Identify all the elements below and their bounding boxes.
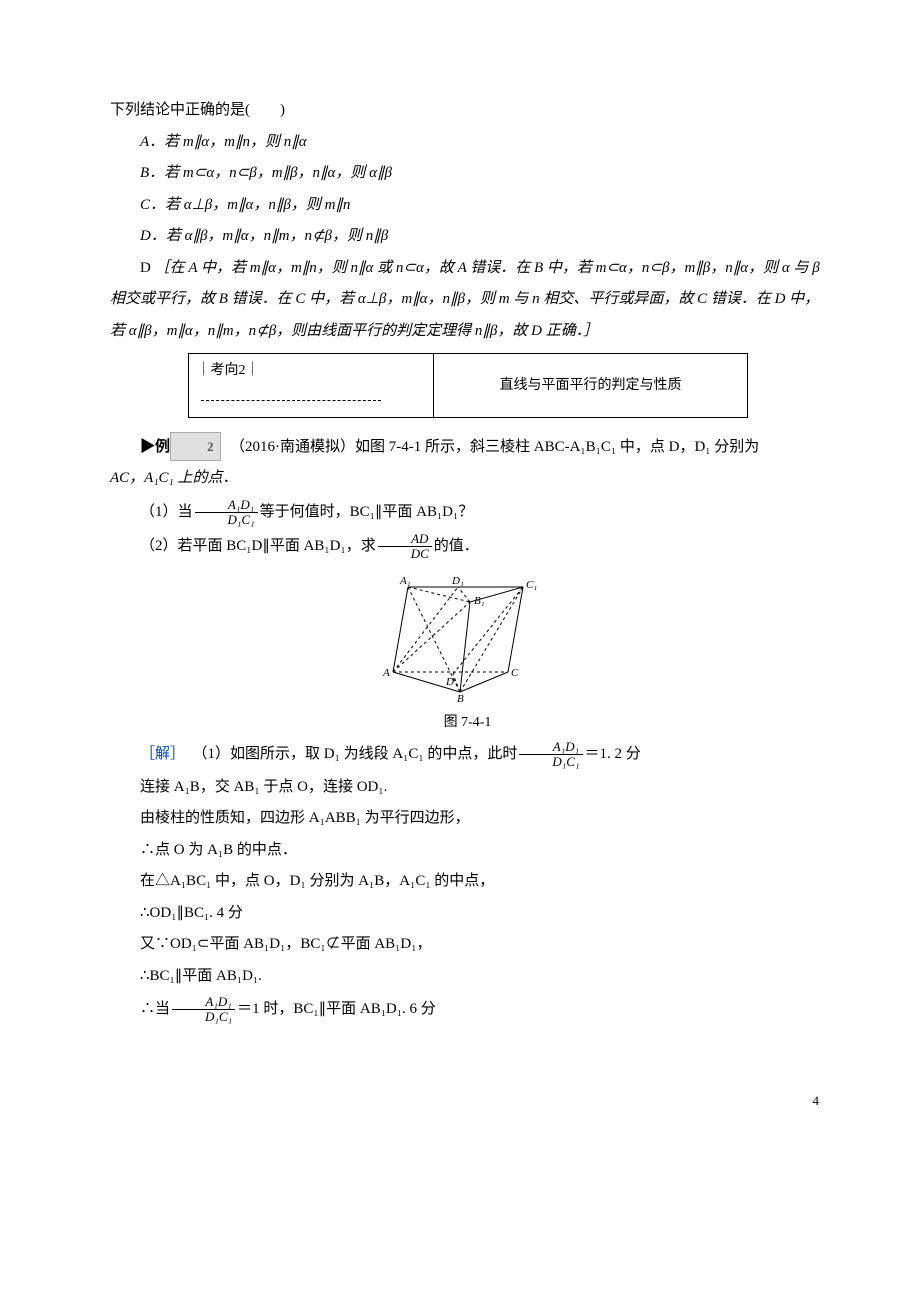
section-header-box: ｜考向2｜ 直线与平面平行的判定与性质 <box>188 353 748 418</box>
label-b: B <box>457 693 464 702</box>
solution-head: ［解］ <box>140 746 185 762</box>
prism-svg: A₁ D₁ C₁ B₁ A D C B <box>378 572 558 702</box>
section-dash <box>201 400 381 401</box>
option-d: D．若 α∥β，m∥α，n∥m，n⊄β，则 n∥β <box>110 221 825 253</box>
example-prefix: ▶例 <box>140 439 170 455</box>
option-a: A．若 m∥α，m∥n，则 n∥α <box>110 127 825 159</box>
answer-letter: D <box>140 260 151 276</box>
example-number-tag: 2 <box>170 432 221 461</box>
answer-detail: ［在 A 中，若 m∥α，m∥n，则 n∥α 或 n⊂α，故 A 错误．在 B … <box>110 260 820 339</box>
label-a: A <box>382 667 390 679</box>
example-q2: （2）若平面 BC₁D∥平面 AB₁D₁，求ADDC的值． <box>110 529 825 564</box>
s9-suffix: ＝1 时，BC₁∥平面 AB₁D₁. 6 分 <box>237 1001 436 1017</box>
section-left-label: ｜考向2｜ <box>197 363 260 378</box>
example-line2: AC，A₁C₁ 上的点． <box>110 463 825 495</box>
s1-suffix: ＝1. 2 分 <box>585 746 641 762</box>
solution-s3: 由棱柱的性质知，四边形 A₁ABB₁ 为平行四边形， <box>110 803 825 835</box>
s1-fraction: A₁D₁D₁C₁ <box>519 740 582 770</box>
figure-caption: 图 7-4-1 <box>110 708 825 737</box>
option-c: C．若 α⊥β，m∥α，n∥β，则 m∥n <box>110 190 825 222</box>
question-stem: 下列结论中正确的是( ) <box>110 95 825 127</box>
solution-s2: 连接 A₁B，交 AB₁ 于点 O，连接 OD₁. <box>110 772 825 804</box>
s1-prefix: （1）如图所示，取 D₁ 为线段 A₁C₁ 的中点，此时 <box>193 746 518 762</box>
q1-prefix: （1）当 <box>140 504 193 520</box>
solution-s4: ∴点 O 为 A₁B 的中点． <box>110 835 825 867</box>
label-b1: B₁ <box>474 595 485 607</box>
label-d1: D₁ <box>451 575 464 587</box>
label-c1: C₁ <box>526 579 537 591</box>
solution-s6: ∴OD₁∥BC₁. 4 分 <box>110 898 825 930</box>
label-d: D <box>445 676 454 688</box>
solution-s7: 又∵OD₁⊂平面 AB₁D₁，BC₁⊄平面 AB₁D₁， <box>110 929 825 961</box>
answer-block: D ［在 A 中，若 m∥α，m∥n，则 n∥α 或 n⊂α，故 A 错误．在 … <box>110 253 825 348</box>
solution-s5: 在△A₁BC₁ 中，点 O，D₁ 分别为 A₁B，A₁C₁ 的中点， <box>110 866 825 898</box>
option-b: B．若 m⊂α，n⊂β，m∥β，n∥α，则 α∥β <box>110 158 825 190</box>
example-line1: ▶例2 （2016·南通模拟）如图 7-4-1 所示，斜三棱柱 ABC-A₁B₁… <box>110 432 825 464</box>
example-source: （2016·南通模拟）如图 7-4-1 所示，斜三棱柱 ABC-A₁B₁C₁ 中… <box>230 439 759 455</box>
solution-s8: ∴BC₁∥平面 AB₁D₁. <box>110 961 825 993</box>
section-right-cell: 直线与平面平行的判定与性质 <box>434 354 747 418</box>
q2-fraction: ADDC <box>378 532 432 562</box>
q1-fraction: A₁D₁D₁C₁ <box>195 498 258 528</box>
q1-suffix: 等于何值时，BC₁∥平面 AB₁D₁？ <box>260 504 474 520</box>
example-q1: （1）当A₁D₁D₁C₁等于何值时，BC₁∥平面 AB₁D₁？ <box>110 495 825 530</box>
label-c: C <box>511 667 519 679</box>
q2-prefix: （2）若平面 BC₁D∥平面 AB₁D₁，求 <box>140 538 376 554</box>
solution-line1: ［解］ （1）如图所示，取 D₁ 为线段 A₁C₁ 的中点，此时A₁D₁D₁C₁… <box>110 737 825 772</box>
label-a1: A₁ <box>399 575 411 587</box>
prism-figure: A₁ D₁ C₁ B₁ A D C B <box>110 572 825 702</box>
section-left-cell: ｜考向2｜ <box>188 354 434 418</box>
s9-prefix: ∴当 <box>140 1001 170 1017</box>
q2-suffix: 的值． <box>434 538 479 554</box>
s9-fraction: A₁D₁D₁C₁ <box>172 995 235 1025</box>
solution-s9: ∴当A₁D₁D₁C₁＝1 时，BC₁∥平面 AB₁D₁. 6 分 <box>110 992 825 1027</box>
page-number: 4 <box>110 1087 825 1114</box>
